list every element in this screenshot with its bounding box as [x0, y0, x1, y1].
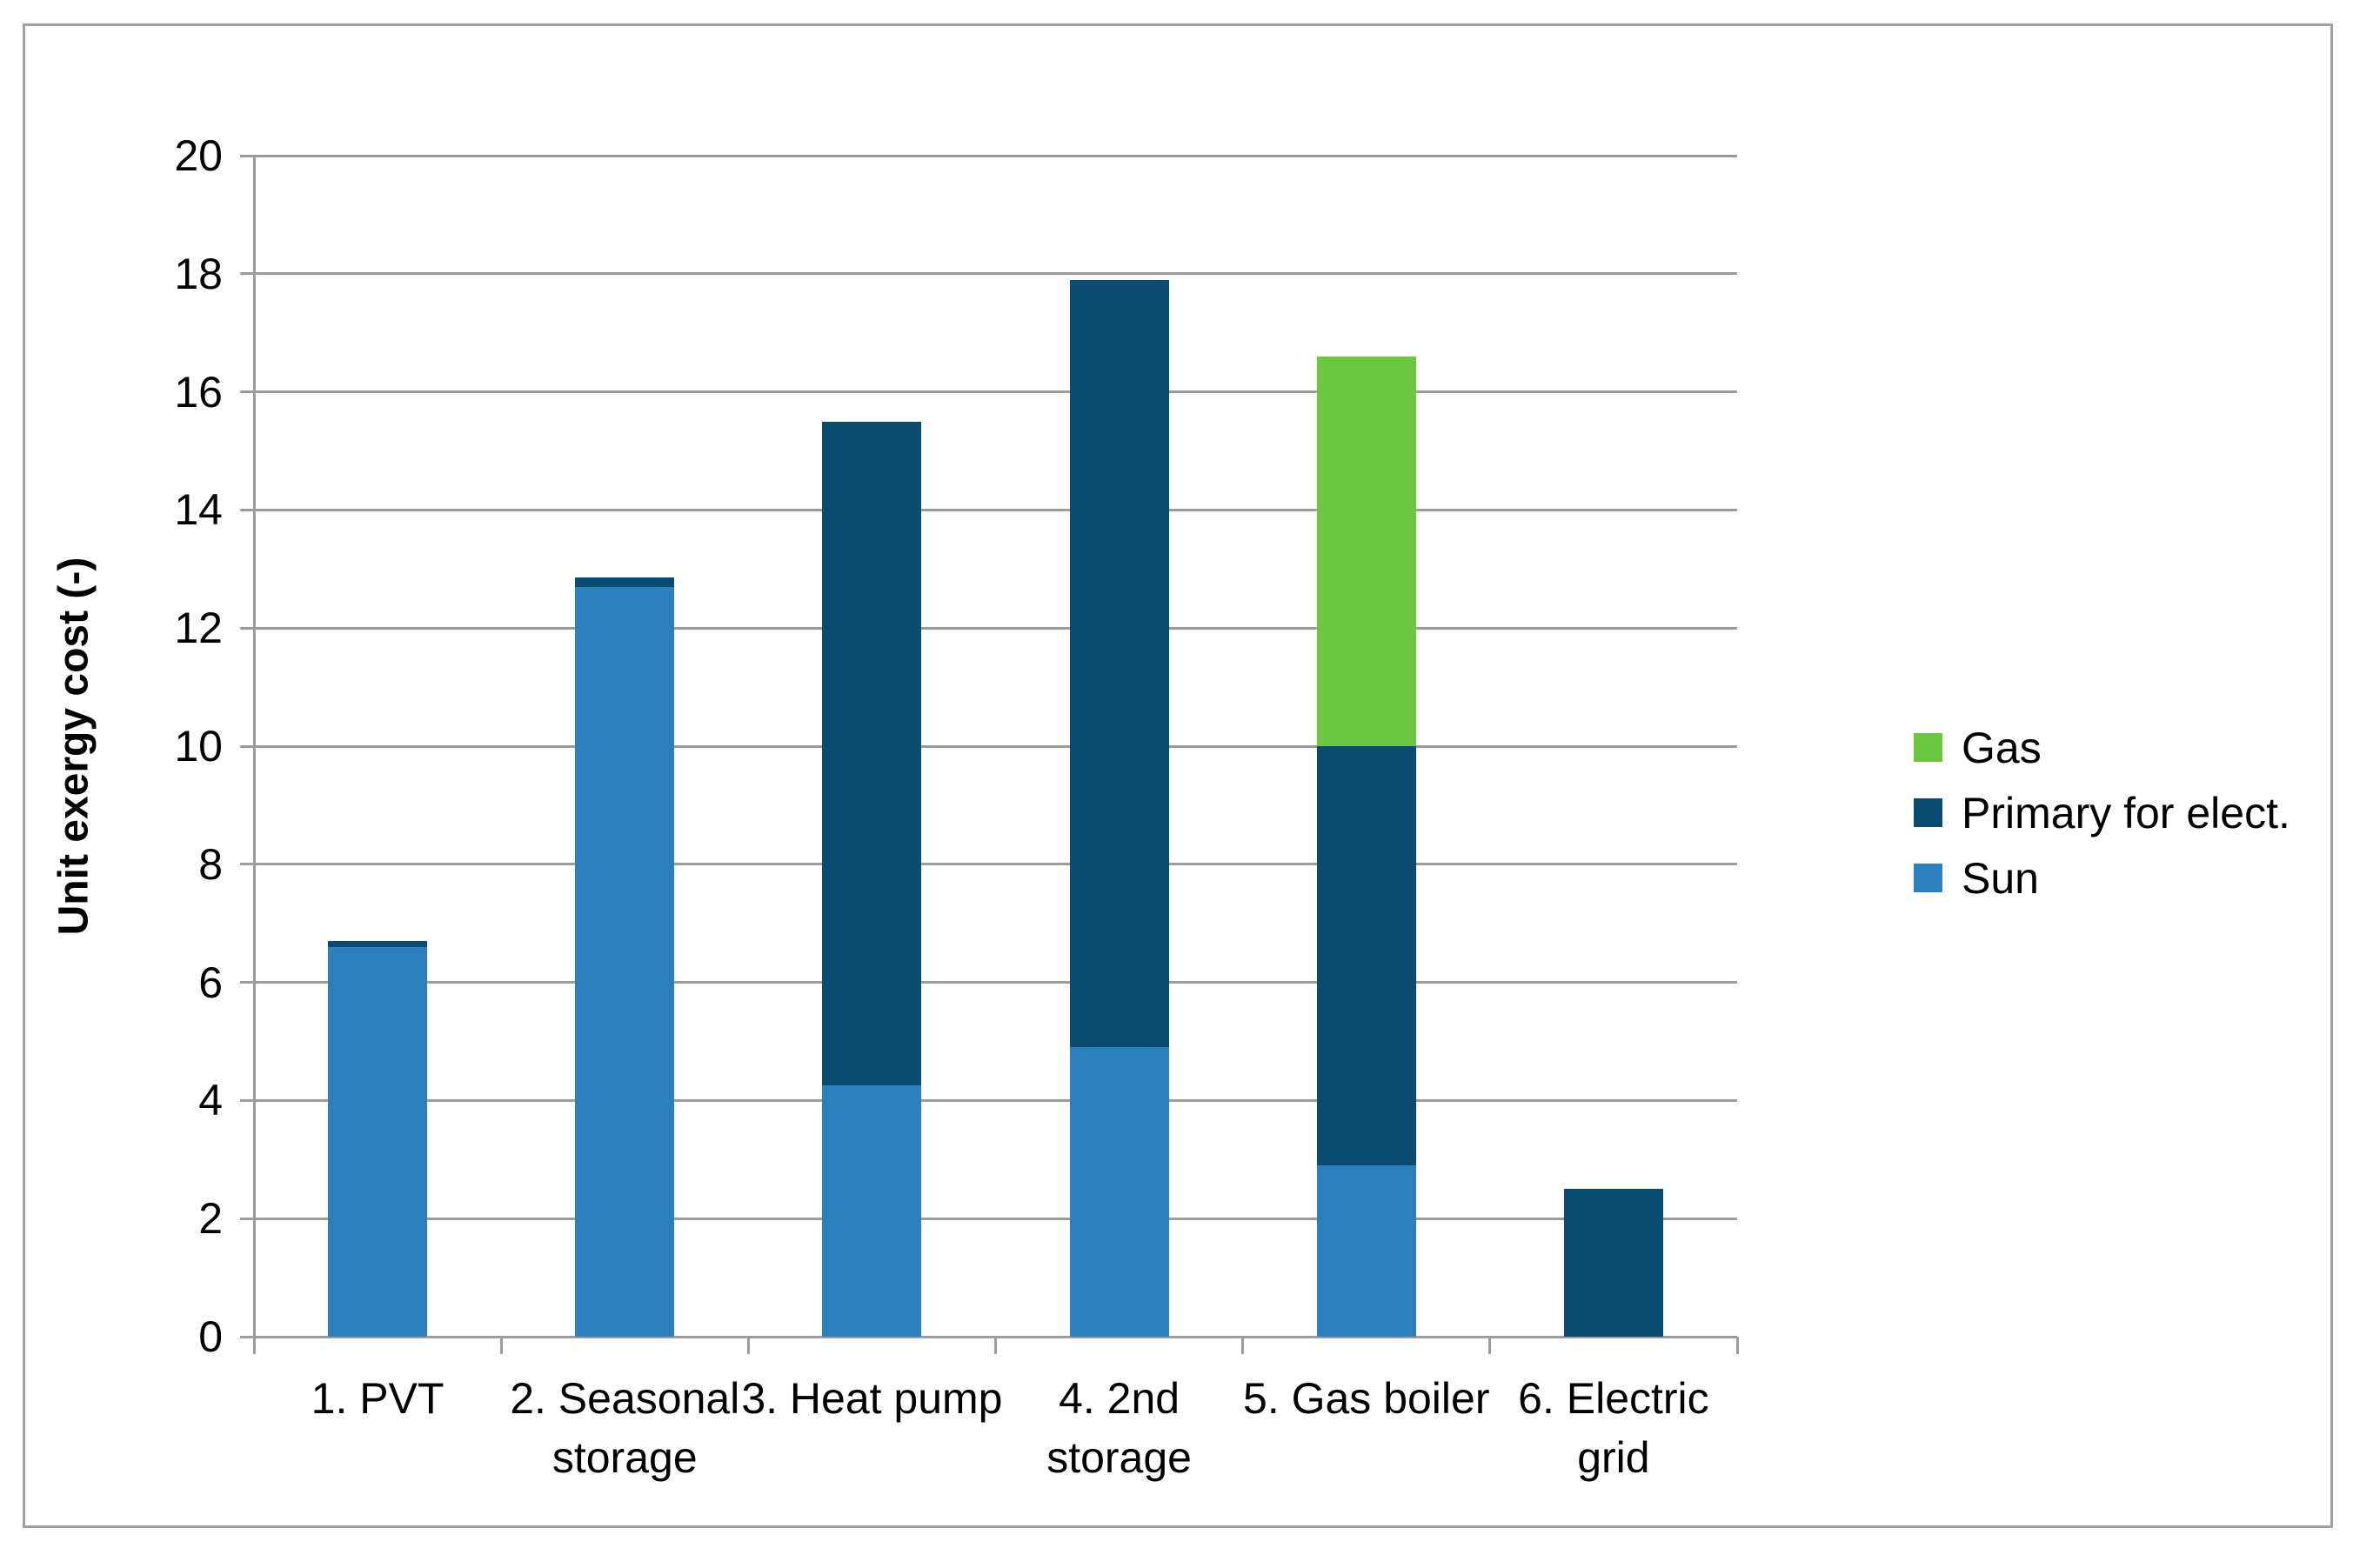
gridline-y16 [240, 390, 1737, 394]
gridline-y8 [240, 863, 1737, 866]
bar-6-segment-primary-for-elect [1563, 1189, 1663, 1337]
bar-5-segment-primary-for-elect [1316, 746, 1416, 1166]
legend-item-gas: Gas [1914, 715, 2290, 780]
y-tick-label-4: 4 [198, 1076, 223, 1125]
bar-4-segment-primary-for-elect [1069, 279, 1169, 1048]
bar-3-segment-sun [822, 1085, 922, 1337]
gridline-y14 [240, 508, 1737, 511]
bar-5-segment-gas [1316, 356, 1416, 746]
y-tick-label-2: 2 [198, 1194, 223, 1244]
x-tick-2 [746, 1337, 750, 1354]
bar-5-segment-sun [1316, 1165, 1416, 1337]
x-tick-1 [499, 1337, 503, 1354]
y-axis-line [252, 156, 256, 1354]
legend-swatch-sun [1914, 864, 1942, 892]
legend: Gas Primary for elect. Sun [1914, 715, 2290, 911]
legend-item-primary-for-elect: Primary for elect. [1914, 780, 2290, 845]
gridline-y18 [240, 272, 1737, 276]
x-category-label-3: 3. Heat pump [741, 1374, 1003, 1423]
legend-swatch-gas [1914, 733, 1942, 762]
legend-label-primary-for-elect: Primary for elect. [1962, 788, 2290, 837]
bar-2-segment-primary-for-elect [575, 577, 675, 587]
x-category-label-5: 5. Gas boiler [1243, 1374, 1490, 1423]
x-tick-6 [1735, 1337, 1739, 1354]
y-tick-label-18: 18 [174, 249, 223, 298]
gridline-y0 [240, 1335, 1737, 1338]
y-tick-label-14: 14 [174, 485, 223, 535]
y-tick-label-10: 10 [174, 722, 223, 771]
legend-label-gas: Gas [1962, 723, 2042, 772]
bar-4-segment-sun [1069, 1047, 1169, 1337]
gridline-y20 [240, 154, 1737, 157]
x-tick-3 [994, 1337, 997, 1354]
y-tick-label-12: 12 [174, 604, 223, 653]
gridline-y2 [240, 1217, 1737, 1220]
x-category-label-1: 1. PVT [311, 1374, 445, 1423]
y-tick-label-6: 6 [198, 957, 223, 1007]
y-tick-label-20: 20 [174, 131, 223, 180]
x-category-label-2: 2. Seasonal storage [510, 1374, 740, 1482]
y-tick-label-16: 16 [174, 367, 223, 417]
legend-item-sun: Sun [1914, 845, 2290, 911]
bar-2-segment-sun [575, 586, 675, 1337]
figure-border [23, 23, 2333, 1528]
gridline-y4 [240, 1098, 1737, 1102]
bar-3-segment-primary-for-elect [822, 421, 922, 1086]
bar-1-segment-sun [328, 946, 428, 1337]
legend-label-sun: Sun [1962, 853, 2039, 903]
x-tick-4 [1241, 1337, 1245, 1354]
gridline-y6 [240, 981, 1737, 984]
gridline-y10 [240, 744, 1737, 748]
x-tick-5 [1488, 1337, 1492, 1354]
gridline-y12 [240, 626, 1737, 630]
legend-swatch-primary-for-elect [1914, 798, 1942, 827]
x-category-label-4: 4. 2nd storage [1046, 1374, 1192, 1482]
x-category-label-6: 6. Electric grid [1518, 1374, 1709, 1482]
y-tick-label-8: 8 [198, 839, 223, 889]
y-tick-label-0: 0 [198, 1312, 223, 1361]
bar-1-segment-primary-for-elect [328, 941, 428, 947]
